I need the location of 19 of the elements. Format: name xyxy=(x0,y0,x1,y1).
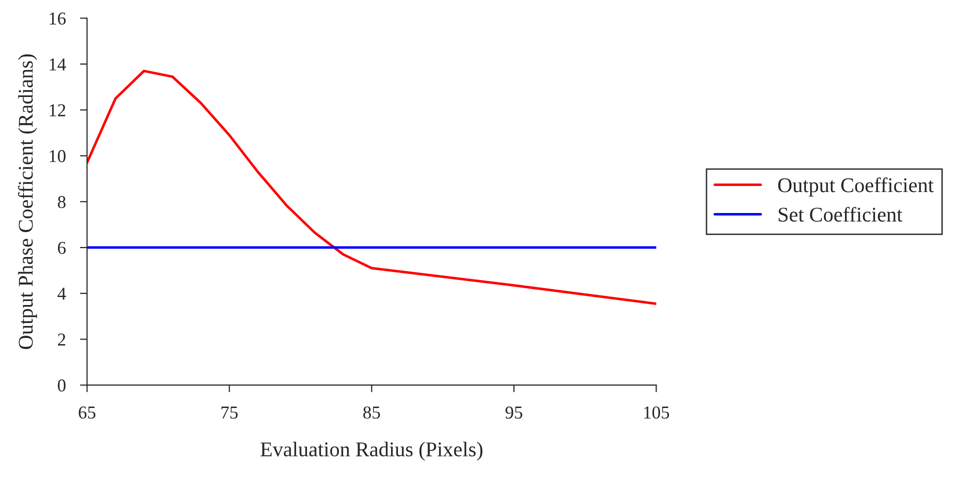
y-tick-label: 0 xyxy=(58,379,66,392)
y-tick-label: 4 xyxy=(58,288,66,300)
y-axis-title: Output Phase Coefficient (Radians) xyxy=(18,54,38,350)
line-series xyxy=(87,70,656,305)
x-tick-label: 85 xyxy=(363,406,380,419)
x-tick-label: 95 xyxy=(505,406,522,419)
x-tick-label: 65 xyxy=(78,406,96,419)
y-tick-label: 8 xyxy=(58,196,66,208)
y-tick-label: 12 xyxy=(50,104,66,116)
y-tick-label: 6 xyxy=(58,242,66,254)
y-tick-label: 16 xyxy=(50,12,66,25)
x-tick-label: 75 xyxy=(222,406,238,419)
x-tick-label: 105 xyxy=(644,406,670,419)
y-tick-label: 14 xyxy=(50,58,66,70)
legend-label: Set Coefficient xyxy=(778,206,902,222)
x-axis-title: Evaluation Radius (Pixels) xyxy=(260,442,482,461)
y-tick-label: 10 xyxy=(50,150,66,162)
legend-label: Output Coefficient xyxy=(778,177,934,196)
y-tick-label: 2 xyxy=(58,334,66,346)
